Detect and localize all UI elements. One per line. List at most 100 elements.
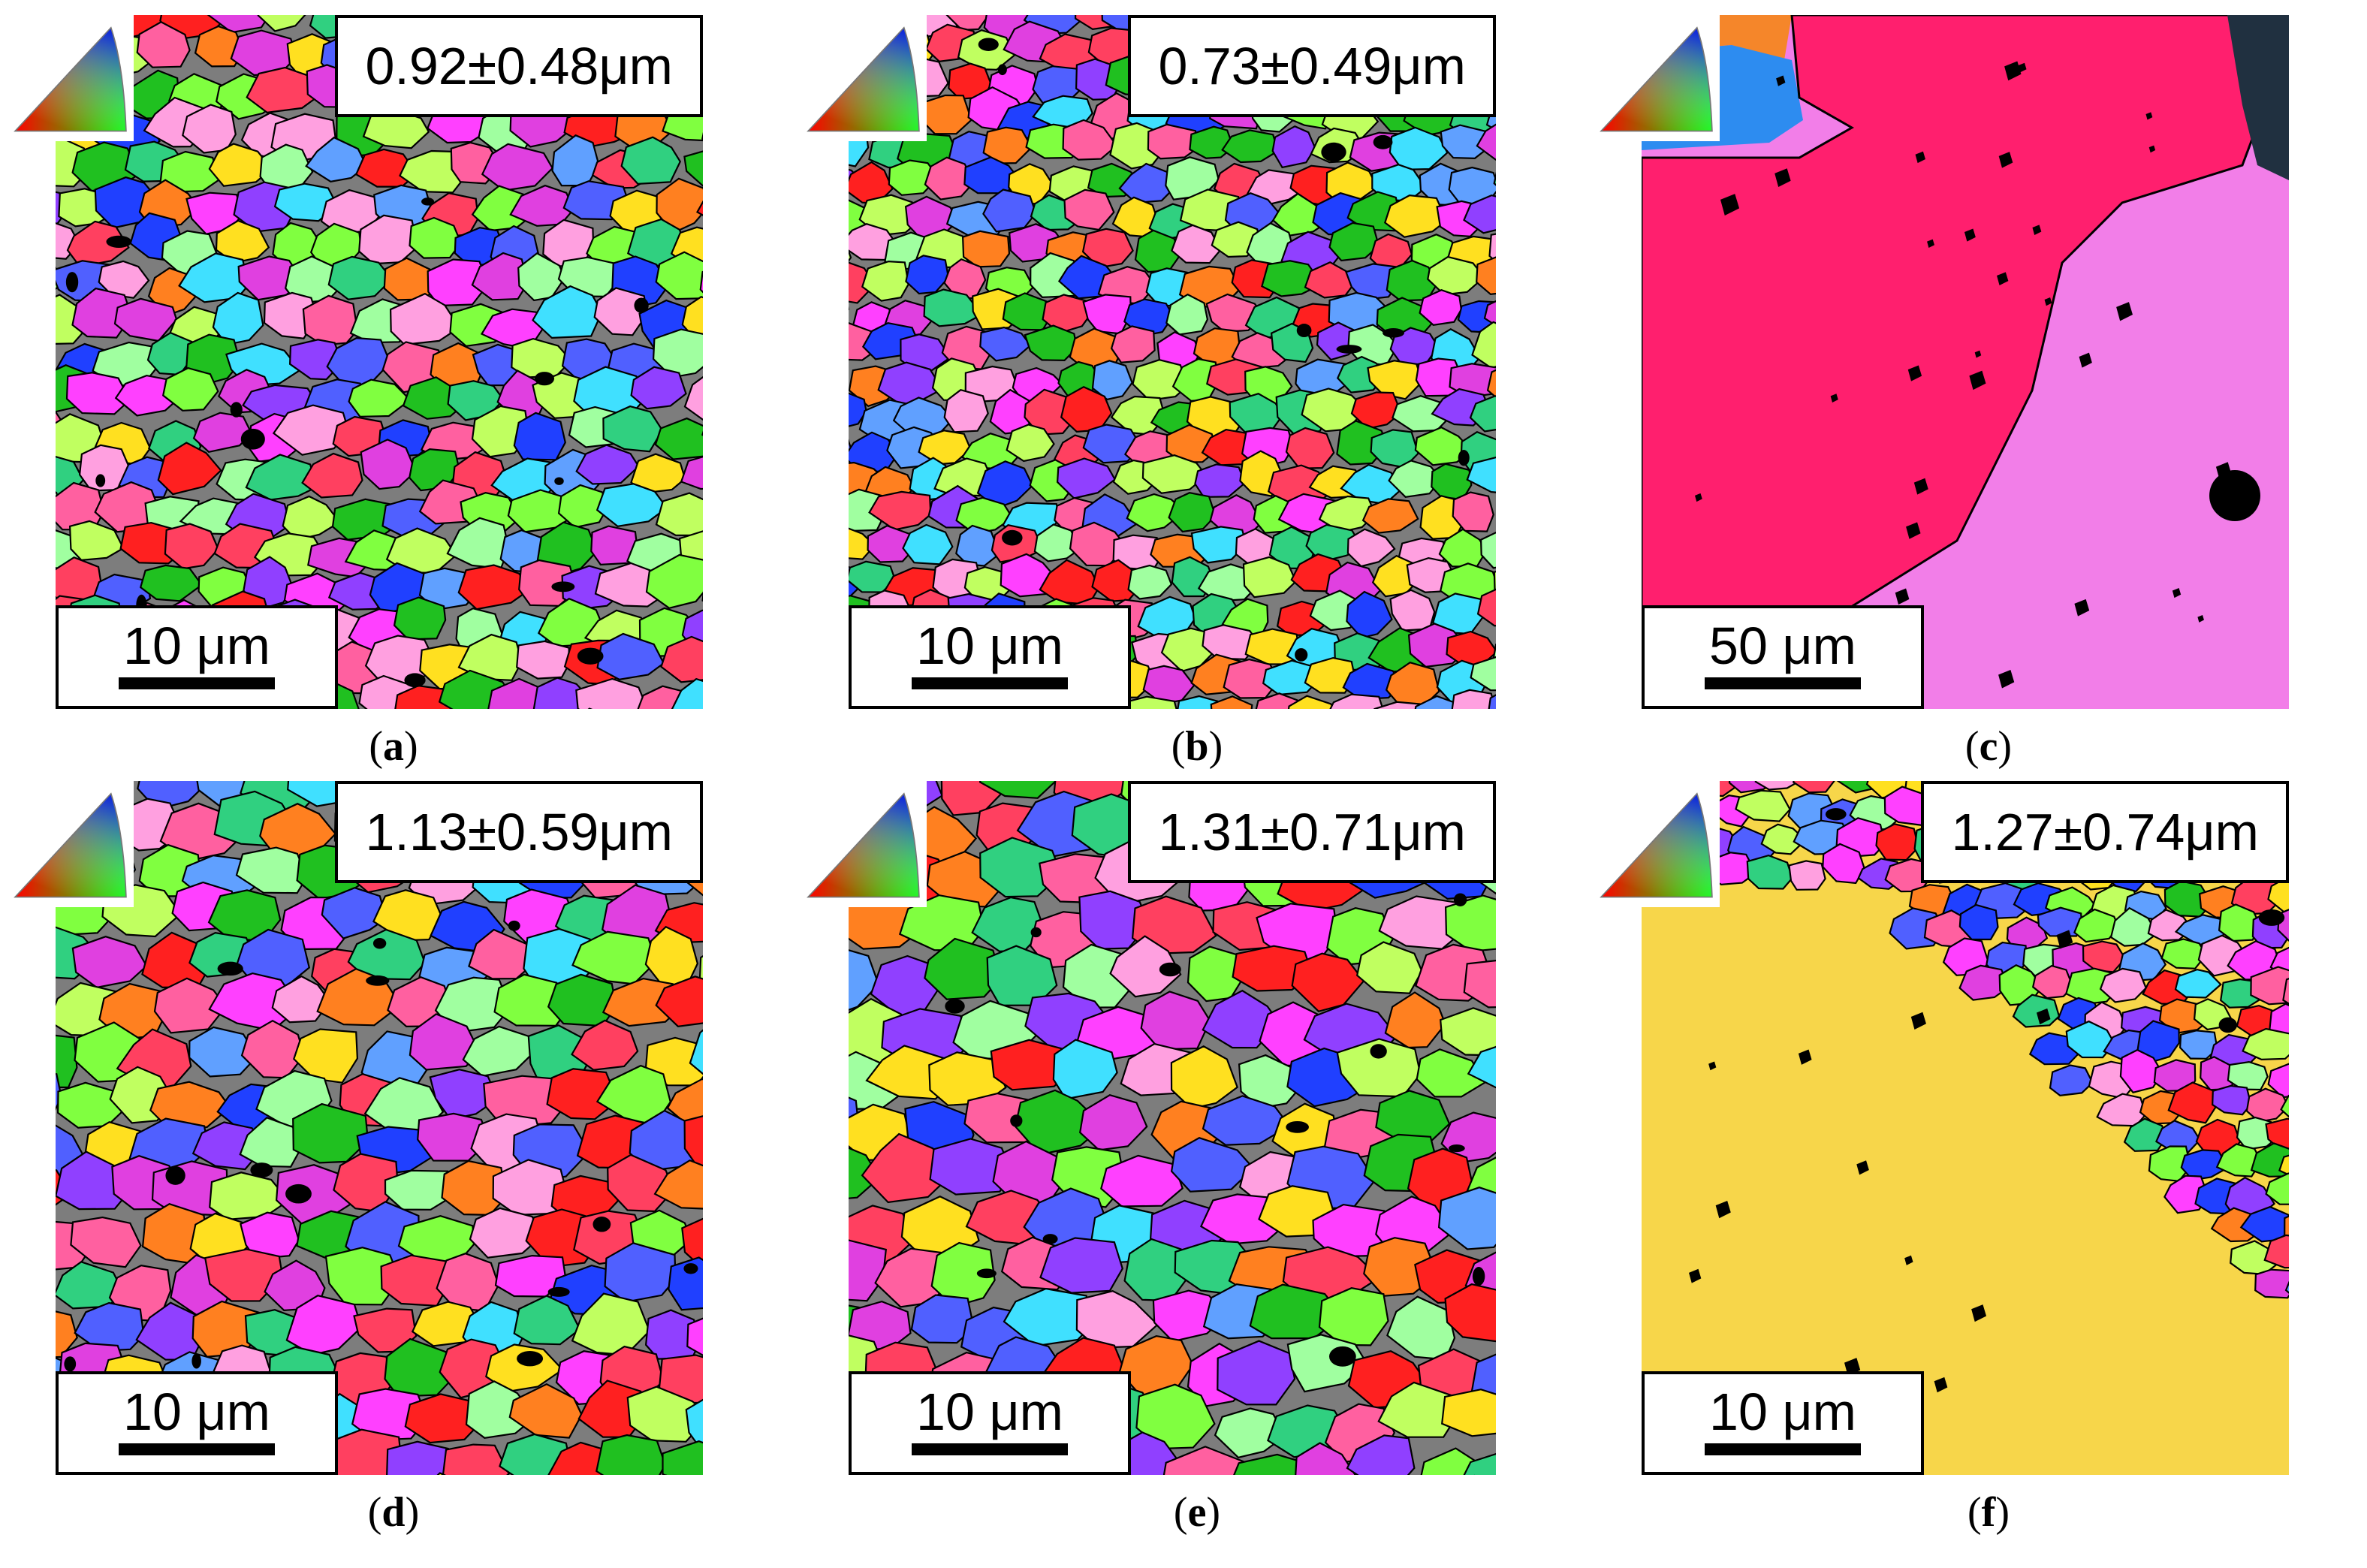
grain xyxy=(849,488,886,532)
pore xyxy=(1458,450,1470,466)
micrograph-panel-b: 0.73±0.49μm 10 μm xyxy=(793,0,1496,709)
grain xyxy=(1131,895,1217,955)
grain xyxy=(2215,1143,2263,1178)
grain xyxy=(1171,224,1222,264)
grain xyxy=(979,326,1032,362)
grain xyxy=(1451,689,1496,709)
ipf-triangle xyxy=(807,792,920,898)
grain xyxy=(602,977,681,1027)
grain xyxy=(1367,360,1424,400)
grain xyxy=(1214,1407,1287,1459)
pore xyxy=(2218,1017,2237,1033)
grain xyxy=(1110,325,1156,363)
grain xyxy=(1440,124,1491,160)
grain xyxy=(961,230,1011,268)
grain xyxy=(1345,263,1401,301)
grain xyxy=(1202,1095,1291,1146)
grain xyxy=(1471,321,1496,369)
grain xyxy=(1287,695,1335,709)
pore xyxy=(1906,522,1921,539)
grain-size-label: 0.92±0.48μm xyxy=(335,15,703,117)
grain xyxy=(575,444,640,485)
pore xyxy=(1694,493,1702,502)
grain xyxy=(590,525,638,566)
pore xyxy=(106,235,132,249)
grain xyxy=(215,219,270,264)
grain xyxy=(462,1025,534,1078)
grain xyxy=(1444,894,1496,953)
grain xyxy=(940,781,1007,816)
pore xyxy=(1472,1267,1485,1286)
grain xyxy=(429,1069,499,1120)
grain xyxy=(655,975,703,1027)
grain xyxy=(1958,903,1999,941)
grain xyxy=(551,134,600,187)
grain xyxy=(493,973,574,1027)
micrograph-panel-e: 1.31±0.71μm 10 μm xyxy=(793,766,1496,1475)
pore xyxy=(64,1356,77,1372)
grain xyxy=(471,252,529,301)
grain xyxy=(1416,1048,1487,1098)
pore xyxy=(1830,394,1838,403)
pore xyxy=(976,1268,997,1279)
grain xyxy=(2065,1020,2115,1059)
grain xyxy=(2227,1060,2269,1091)
grain xyxy=(1295,1442,1356,1475)
grain xyxy=(888,159,939,196)
grain xyxy=(2267,1063,2289,1099)
grain xyxy=(208,143,273,187)
grain xyxy=(671,677,703,709)
grain xyxy=(2218,903,2261,942)
scale-bar-label: 10 μm xyxy=(1709,1383,1856,1441)
pore xyxy=(1774,168,1791,187)
ipf-color-key-icon xyxy=(1594,15,1720,141)
grain-size-label: 0.73±0.49μm xyxy=(1128,15,1496,117)
grain xyxy=(457,564,532,611)
grain xyxy=(656,177,703,234)
grain xyxy=(1052,1039,1118,1100)
grain xyxy=(1476,588,1496,627)
panel-caption: (c) xyxy=(1964,723,2013,770)
grain xyxy=(630,453,686,494)
grain-map xyxy=(849,15,1496,709)
grain xyxy=(571,1019,639,1071)
pore xyxy=(2148,145,2156,153)
pore xyxy=(1370,1044,1387,1059)
grain xyxy=(955,524,1001,567)
grain xyxy=(660,635,703,683)
pore xyxy=(1998,670,2015,689)
grain xyxy=(689,1029,703,1075)
pore xyxy=(1934,1377,1948,1393)
pore xyxy=(997,64,1007,76)
grain xyxy=(1242,556,1297,599)
grain xyxy=(1760,823,1807,855)
scale-bar-box: 10 μm xyxy=(849,1371,1131,1475)
grain xyxy=(1492,644,1496,659)
grain xyxy=(386,1440,456,1475)
grain xyxy=(655,492,703,536)
pore xyxy=(285,1184,312,1204)
pore xyxy=(230,402,243,418)
grain xyxy=(409,216,462,259)
grain xyxy=(2082,940,2127,973)
pore xyxy=(534,372,555,386)
scale-bar xyxy=(1705,1443,1861,1455)
grain xyxy=(1444,1283,1496,1343)
grain xyxy=(557,256,623,298)
grain xyxy=(239,1117,300,1168)
grain xyxy=(2174,968,2222,999)
grain xyxy=(1202,624,1260,661)
pore xyxy=(2032,225,2042,236)
grain xyxy=(2037,906,2083,937)
grain xyxy=(2049,1064,2094,1097)
grain xyxy=(1024,324,1078,362)
grain xyxy=(1329,693,1384,709)
grain xyxy=(1202,989,1280,1049)
grain xyxy=(2148,1145,2192,1182)
grain xyxy=(2263,1234,2289,1269)
pore xyxy=(577,647,604,665)
grain xyxy=(1033,523,1081,562)
grain xyxy=(2280,1094,2289,1118)
ipf-triangle xyxy=(807,26,920,132)
micrograph-panel-d: 1.13±0.59μm 10 μm xyxy=(0,766,703,1475)
